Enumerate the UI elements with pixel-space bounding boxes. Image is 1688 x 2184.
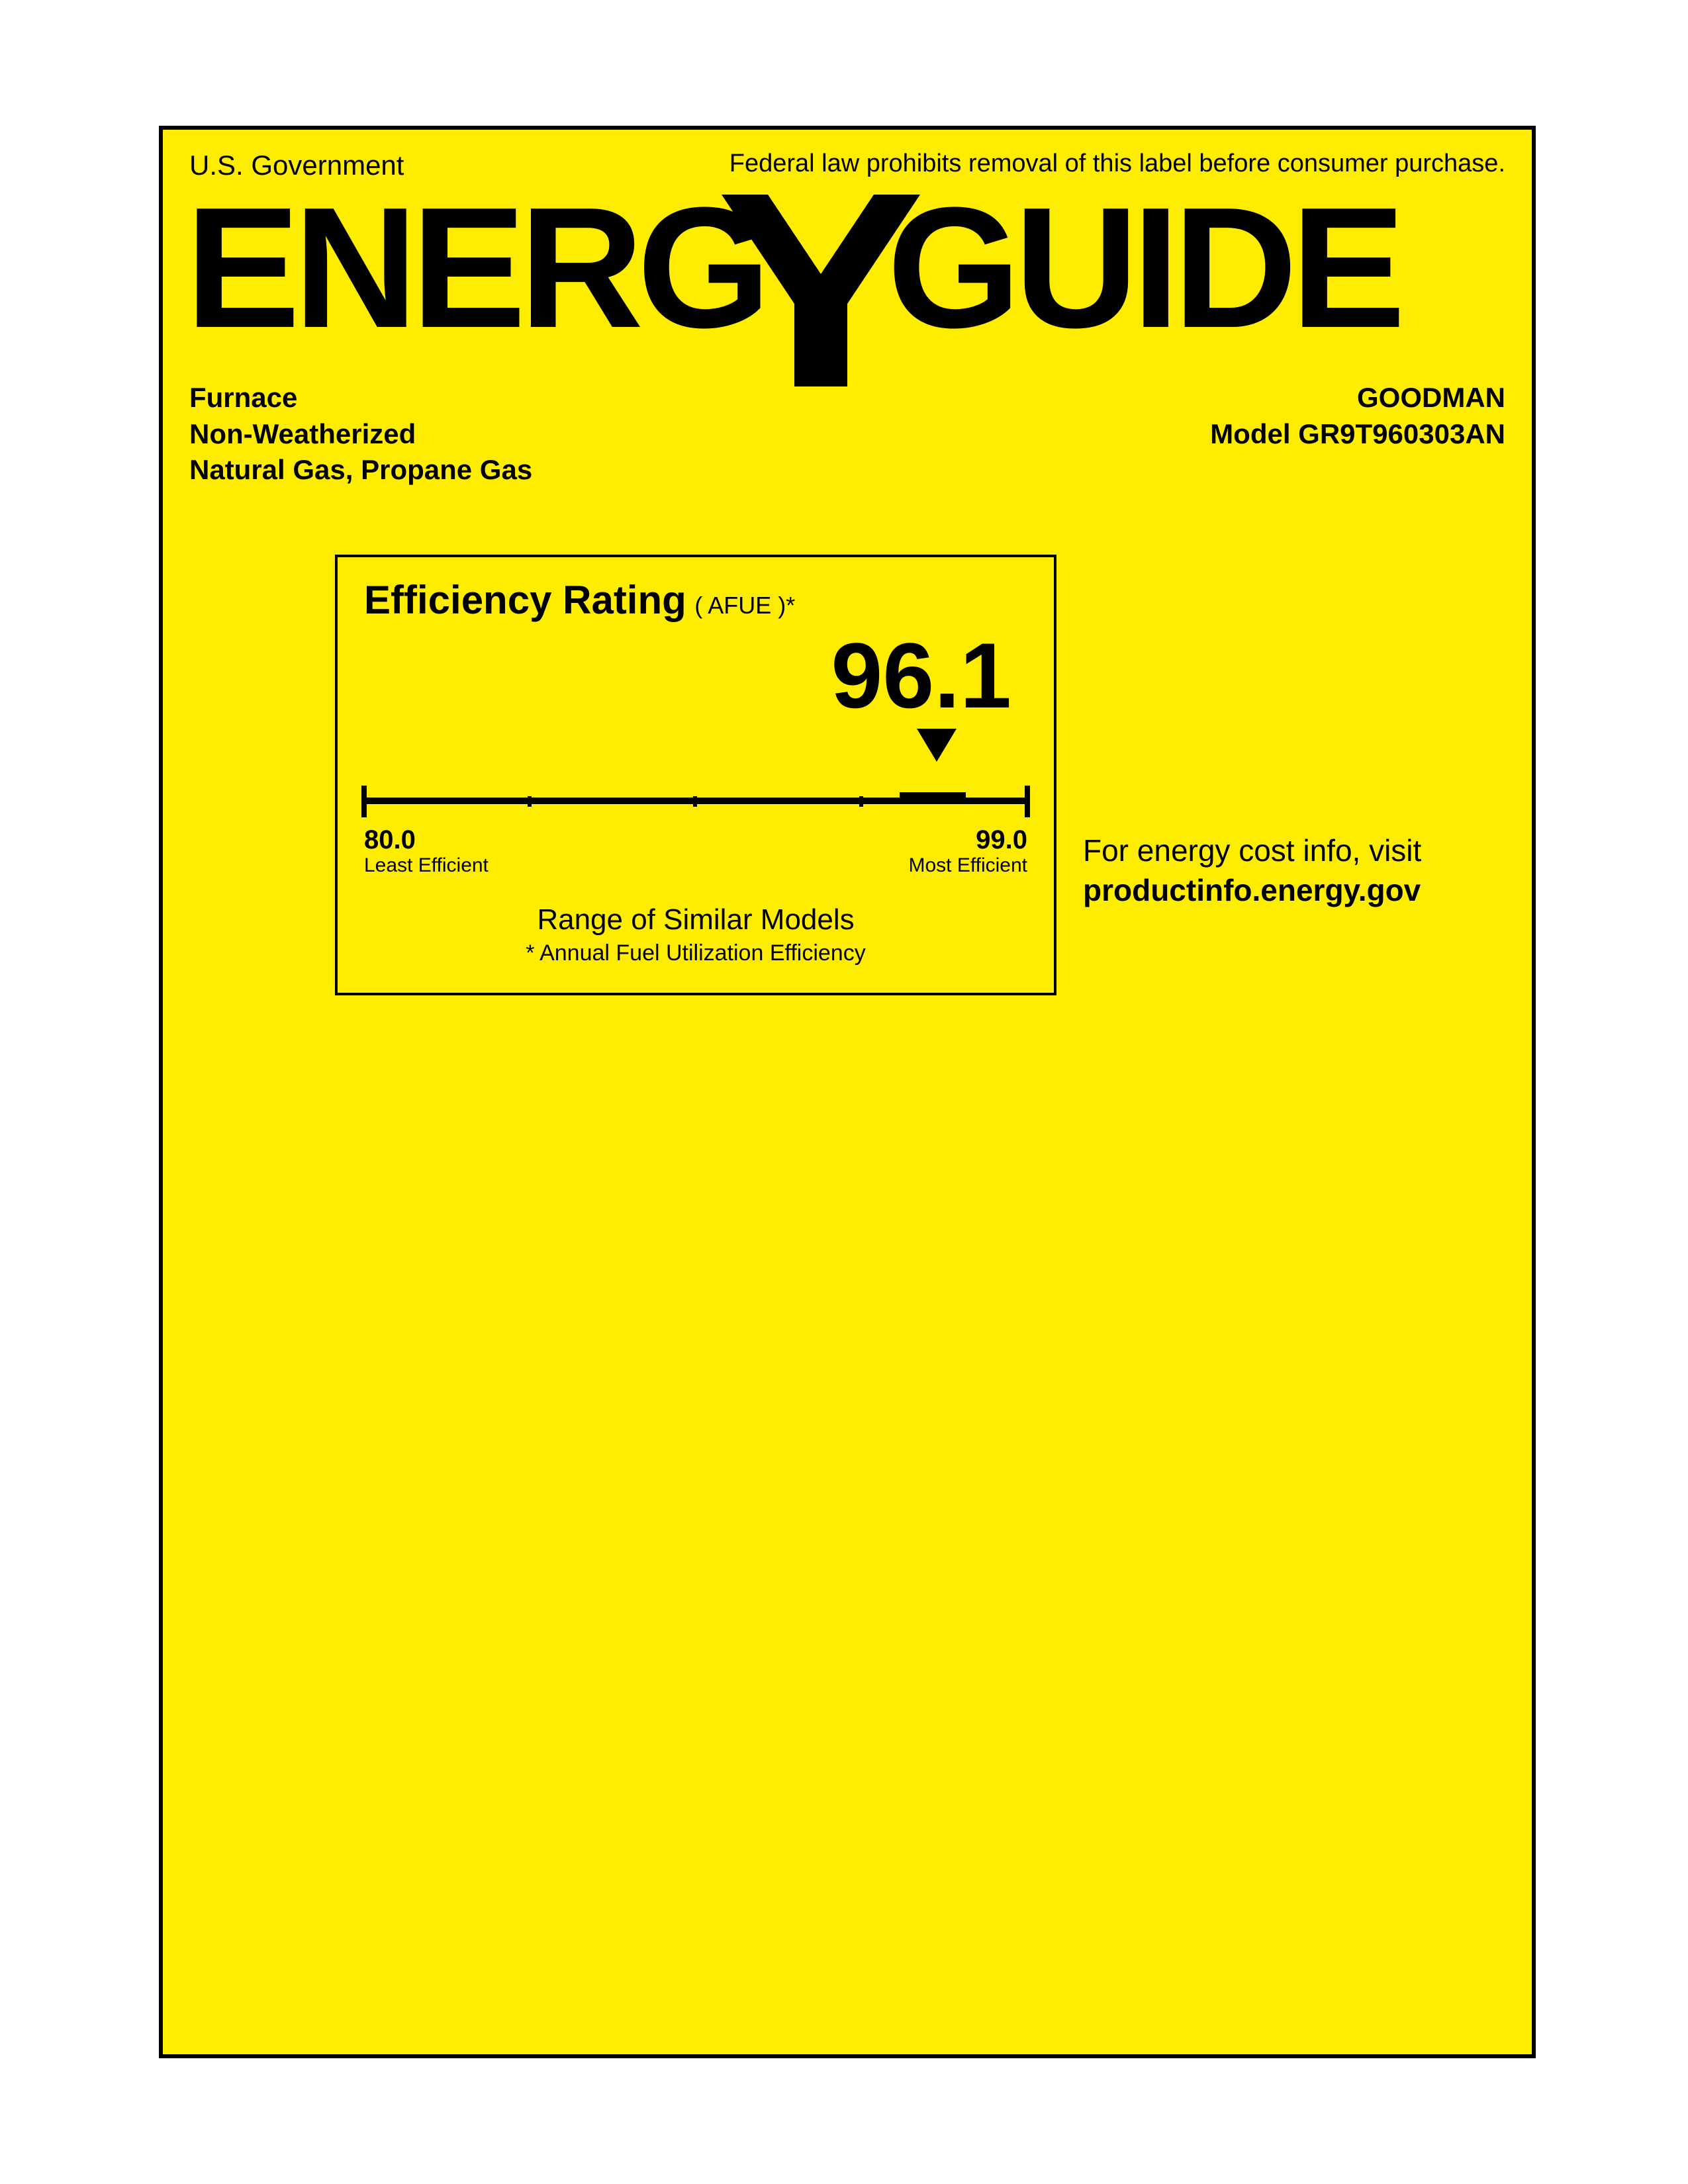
efficiency-rating-box: Efficiency Rating ( AFUE )* 96.1 80.0 Le… <box>335 555 1056 995</box>
product-info-row: Furnace Non-Weatherized Natural Gas, Pro… <box>163 380 1532 488</box>
header-row: U.S. Government Federal law prohibits re… <box>163 130 1532 188</box>
svg-text:ENERG: ENERG <box>185 188 765 364</box>
scale-tick <box>859 796 863 807</box>
product-info-left: Furnace Non-Weatherized Natural Gas, Pro… <box>189 380 532 488</box>
rating-value: 96.1 <box>831 629 1011 722</box>
government-text: U.S. Government <box>189 150 404 181</box>
model-line: Model GR9T960303AN <box>1210 416 1505 453</box>
manufacturer-info: GOODMAN Model GR9T960303AN <box>1210 380 1505 488</box>
cost-info-url: productinfo.energy.gov <box>1083 871 1421 911</box>
scale-max-value: 99.0 <box>908 825 1027 854</box>
efficiency-scale <box>364 782 1027 821</box>
rating-row: Efficiency Rating ( AFUE )* 96.1 80.0 Le… <box>163 555 1532 995</box>
afue-footnote: * Annual Fuel Utilization Efficiency <box>364 940 1027 966</box>
scale-min-text: Least Efficient <box>364 854 489 877</box>
scale-tick <box>693 796 697 807</box>
federal-law-text: Federal law prohibits removal of this la… <box>729 150 1505 181</box>
energy-cost-info: For energy cost info, visit productinfo.… <box>1083 639 1421 911</box>
scale-tick <box>1025 786 1030 817</box>
scale-max-text: Most Efficient <box>908 854 1027 877</box>
energy-guide-label: U.S. Government Federal law prohibits re… <box>159 126 1536 2058</box>
rating-title-line: Efficiency Rating ( AFUE )* <box>364 577 1027 623</box>
model-prefix: Model <box>1210 418 1298 449</box>
scale-min-value: 80.0 <box>364 825 489 854</box>
scale-min: 80.0 Least Efficient <box>364 825 489 877</box>
energyguide-logo: ENERG GUIDE <box>163 188 1532 387</box>
scale-tick <box>361 786 367 817</box>
rating-value-area: 96.1 <box>364 629 1027 775</box>
product-fuel: Natural Gas, Propane Gas <box>189 452 532 488</box>
energyguide-logo-svg: ENERG GUIDE <box>183 188 1512 387</box>
cost-info-line1: For energy cost info, visit <box>1083 831 1421 871</box>
svg-text:GUIDE: GUIDE <box>887 188 1401 364</box>
model-number: GR9T960303AN <box>1298 418 1505 449</box>
scale-value-marker <box>900 792 966 803</box>
rating-arrow-icon <box>917 729 957 762</box>
scale-tick <box>528 796 532 807</box>
rating-subtitle: ( AFUE )* <box>694 592 795 619</box>
product-weather: Non-Weatherized <box>189 416 532 453</box>
range-text: Range of Similar Models <box>364 903 1027 936</box>
scale-max: 99.0 Most Efficient <box>908 825 1027 877</box>
scale-labels: 80.0 Least Efficient 99.0 Most Efficient <box>364 825 1027 877</box>
rating-title: Efficiency Rating <box>364 578 686 622</box>
